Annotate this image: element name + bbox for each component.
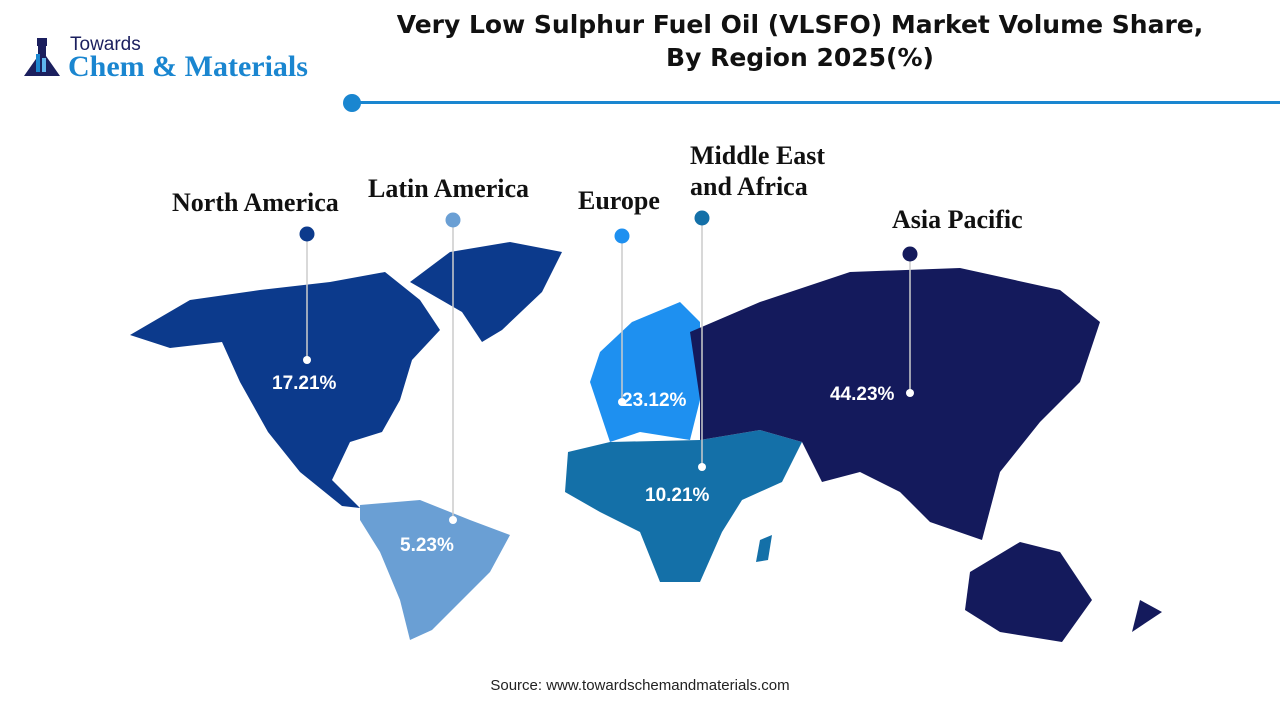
region-north-america bbox=[130, 272, 440, 508]
value-middle-east-africa: 10.21% bbox=[645, 485, 710, 506]
label-mea-line1: Middle East bbox=[690, 141, 826, 170]
anchor-dot-europe bbox=[618, 398, 626, 406]
label-asia-pacific: Asia Pacific bbox=[892, 205, 1023, 234]
label-europe: Europe bbox=[578, 186, 660, 215]
value-asia-pacific: 44.23% bbox=[830, 384, 895, 405]
logo-chem-materials: Chem & Materials bbox=[68, 50, 308, 83]
header-rule-dot bbox=[343, 94, 361, 112]
marker-dot-asia-pacific bbox=[902, 246, 918, 262]
label-middle-east-africa: Middle East and Africa bbox=[690, 140, 825, 202]
region-new-zealand bbox=[1132, 600, 1162, 632]
logo-towards: Towards bbox=[70, 34, 141, 55]
region-greenland bbox=[410, 242, 562, 342]
region-australia bbox=[965, 542, 1092, 642]
label-latin-america: Latin America bbox=[368, 174, 530, 203]
header-rule bbox=[352, 101, 1280, 104]
anchor-dot-asia-pacific bbox=[906, 389, 914, 397]
value-latin-america: 5.23% bbox=[400, 535, 454, 556]
source-note: Source: www.towardschemandmaterials.com bbox=[490, 677, 790, 694]
region-middle-east-africa bbox=[565, 430, 802, 582]
anchor-dot-middle-east-and-africa bbox=[698, 463, 706, 471]
marker-dot-north-america bbox=[299, 226, 315, 242]
title-line-2: By Region 2025(%) bbox=[666, 43, 934, 72]
chart-title: Very Low Sulphur Fuel Oil (VLSFO) Market… bbox=[330, 8, 1270, 74]
flask-icon bbox=[24, 38, 60, 76]
marker-dot-latin-america bbox=[445, 212, 461, 228]
region-latin-america bbox=[360, 500, 510, 640]
region-europe bbox=[590, 302, 700, 442]
value-europe: 23.12% bbox=[622, 390, 687, 411]
anchor-dot-latin-america bbox=[449, 516, 457, 524]
value-north-america: 17.21% bbox=[272, 373, 337, 394]
region-asia-pacific bbox=[690, 268, 1100, 540]
region-madagascar bbox=[756, 535, 772, 562]
label-north-america: North America bbox=[172, 188, 339, 217]
label-mea-line2: and Africa bbox=[690, 172, 808, 201]
marker-dot-europe bbox=[614, 228, 630, 244]
title-line-1: Very Low Sulphur Fuel Oil (VLSFO) Market… bbox=[396, 10, 1204, 39]
anchor-dot-north-america bbox=[303, 356, 311, 364]
marker-dot-middle-east-and-africa bbox=[694, 210, 710, 226]
